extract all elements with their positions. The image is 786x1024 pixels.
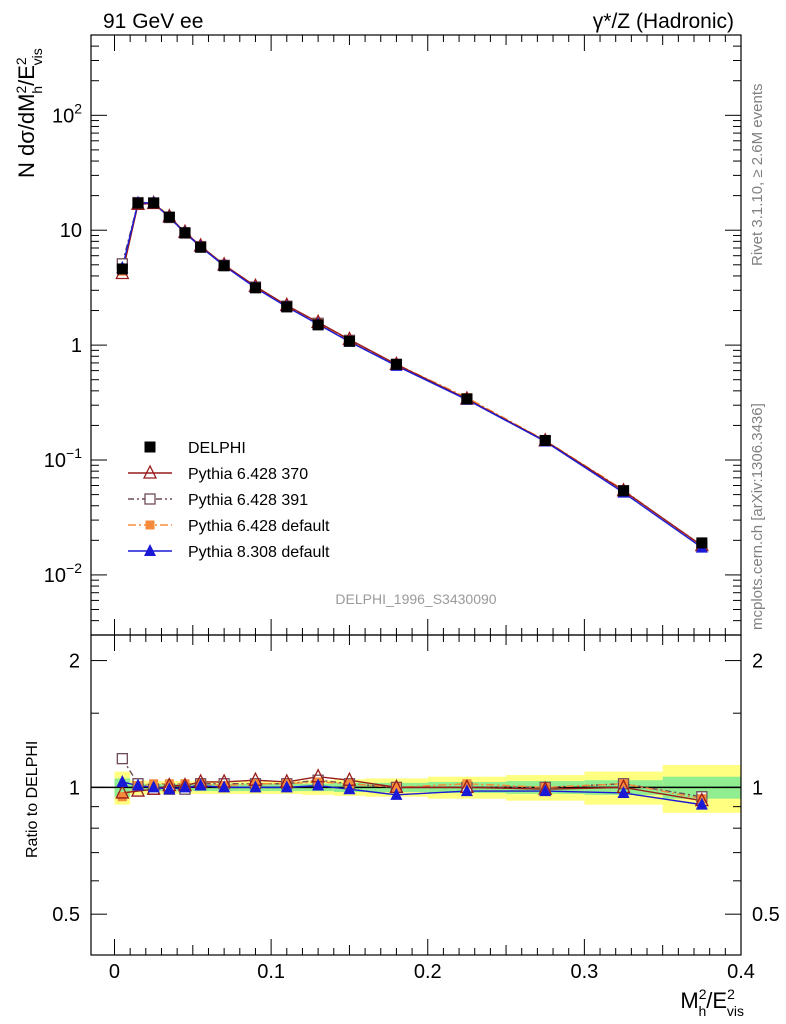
ratio-line-p8 (122, 781, 702, 806)
data-point (696, 537, 708, 549)
y-tick-label: 10 (60, 220, 82, 242)
process-label: γ*/Z (Hadronic) (593, 10, 734, 33)
ratio-point-p8 (539, 784, 552, 797)
ratio-series (115, 753, 709, 810)
y-tick-label: 10−1 (44, 445, 82, 472)
legend: DELPHI Pythia 6.428 370 Pythia 6.428 391 Py… (128, 440, 330, 561)
data-point (343, 335, 355, 347)
x-tick-label: 0.4 (727, 961, 755, 983)
ratio-point-p8 (116, 774, 129, 787)
legend-label-p391: Pythia 6.428 391 (188, 492, 308, 509)
data-point (163, 211, 175, 223)
legend-label-p6def: Pythia 6.428 default (188, 518, 330, 535)
y-tick-label: 10−2 (44, 560, 82, 587)
data-point (390, 358, 402, 370)
legend-marker-delphi (144, 441, 156, 453)
data-point (116, 263, 128, 275)
ratio-point-p8 (390, 787, 403, 800)
data-point (148, 197, 160, 209)
x-tick-label: 0.3 (570, 961, 598, 983)
data-point (539, 434, 551, 446)
series-line-p8 (121, 202, 703, 549)
ratio-point-p8 (194, 778, 207, 791)
y-tick-label: 102 (52, 100, 82, 127)
ratio-y-tick-labels: 0.5 0.5 1 1 2 2 (52, 651, 780, 927)
data-point (461, 393, 473, 405)
watermark-label: DELPHI_1996_S3430090 (335, 591, 496, 607)
data-point (249, 282, 261, 294)
x-tick-label: 0 (109, 961, 120, 983)
main-ticks (91, 34, 742, 636)
ratio-y-tick-label-right: 1 (752, 777, 763, 799)
data-point (618, 485, 630, 497)
ratio-line-p370 (122, 776, 702, 802)
ratio-point-p6def (462, 779, 472, 789)
ratio-line-p6def (121, 781, 702, 800)
legend-label-p8: Pythia 8.308 default (188, 544, 330, 561)
legend-marker-p8 (144, 544, 156, 556)
ratio-line-p391 (121, 758, 702, 798)
ratio-ticks (91, 635, 742, 956)
ratio-point-p8 (163, 782, 176, 795)
x-tick-labels: 0 0.1 0.2 0.3 0.4 (109, 961, 755, 983)
data-point (218, 260, 230, 272)
x-axis-label: M2 h/E2 vis (680, 986, 744, 1019)
ratio-y-tick-label-right: 2 (752, 651, 763, 673)
mcplots-label: mcplots.cern.ch [arXiv:1306.3436] (749, 403, 766, 630)
legend-marker-p370 (142, 464, 158, 479)
ratio-point-p8 (147, 780, 160, 793)
main-y-tick-labels: 10−2 10−1 1 10 102 (44, 100, 82, 587)
data-point (312, 319, 324, 331)
x-tick-label: 0.1 (257, 961, 285, 983)
data-point (132, 197, 144, 209)
ratio-point-p6def (391, 782, 401, 792)
legend-marker-p391 (144, 493, 156, 505)
ratio-point-p391 (116, 753, 128, 765)
ratio-y-axis-label: Ratio to DELPHI (24, 741, 41, 858)
energy-label: 91 GeV ee (103, 10, 203, 33)
ratio-point-p8 (695, 797, 708, 810)
rivet-label: Rivet 3.1.10, ≥ 2.6M events (749, 84, 766, 267)
ratio-point-p8 (343, 782, 356, 795)
ratio-y-tick-label: 2 (69, 651, 80, 673)
legend-label-delphi: DELPHI (188, 440, 246, 457)
ratio-point-p370 (115, 784, 130, 799)
ratio-point-p8 (280, 780, 293, 793)
x-tick-label: 0.2 (414, 961, 442, 983)
ratio-point-p6def (619, 779, 629, 789)
legend-label-p370: Pythia 6.428 370 (188, 466, 308, 483)
ratio-point-p8 (131, 778, 144, 791)
ratio-y-tick-label: 1 (69, 777, 80, 799)
data-point (179, 227, 191, 239)
ratio-point-p8 (617, 785, 630, 798)
data-point (195, 241, 207, 253)
ratio-point-p8 (460, 784, 473, 797)
ratio-point-p8 (312, 778, 325, 791)
y-tick-label: 1 (71, 335, 82, 357)
ratio-point-p8 (249, 780, 262, 793)
legend-marker-p6def (145, 520, 155, 530)
ratio-point-p8 (218, 780, 231, 793)
delphi-data-points (116, 197, 708, 549)
ratio-panel: 0.5 0.5 1 1 2 2 0 0.1 0.2 0.3 0.4 (52, 634, 780, 983)
ratio-point-p6def (117, 792, 127, 802)
ratio-point-p8 (178, 780, 191, 793)
main-y-axis-label: N dσ/dM2h/E2vis (13, 48, 45, 178)
main-panel: 10−2 10−1 1 10 102 DELPHI_1996_S3430090 (44, 34, 742, 636)
ratio-y-tick-label-right: 0.5 (752, 904, 780, 926)
ratio-frame (90, 634, 742, 956)
data-point (281, 301, 293, 313)
ratio-y-tick-label: 0.5 (52, 904, 80, 926)
